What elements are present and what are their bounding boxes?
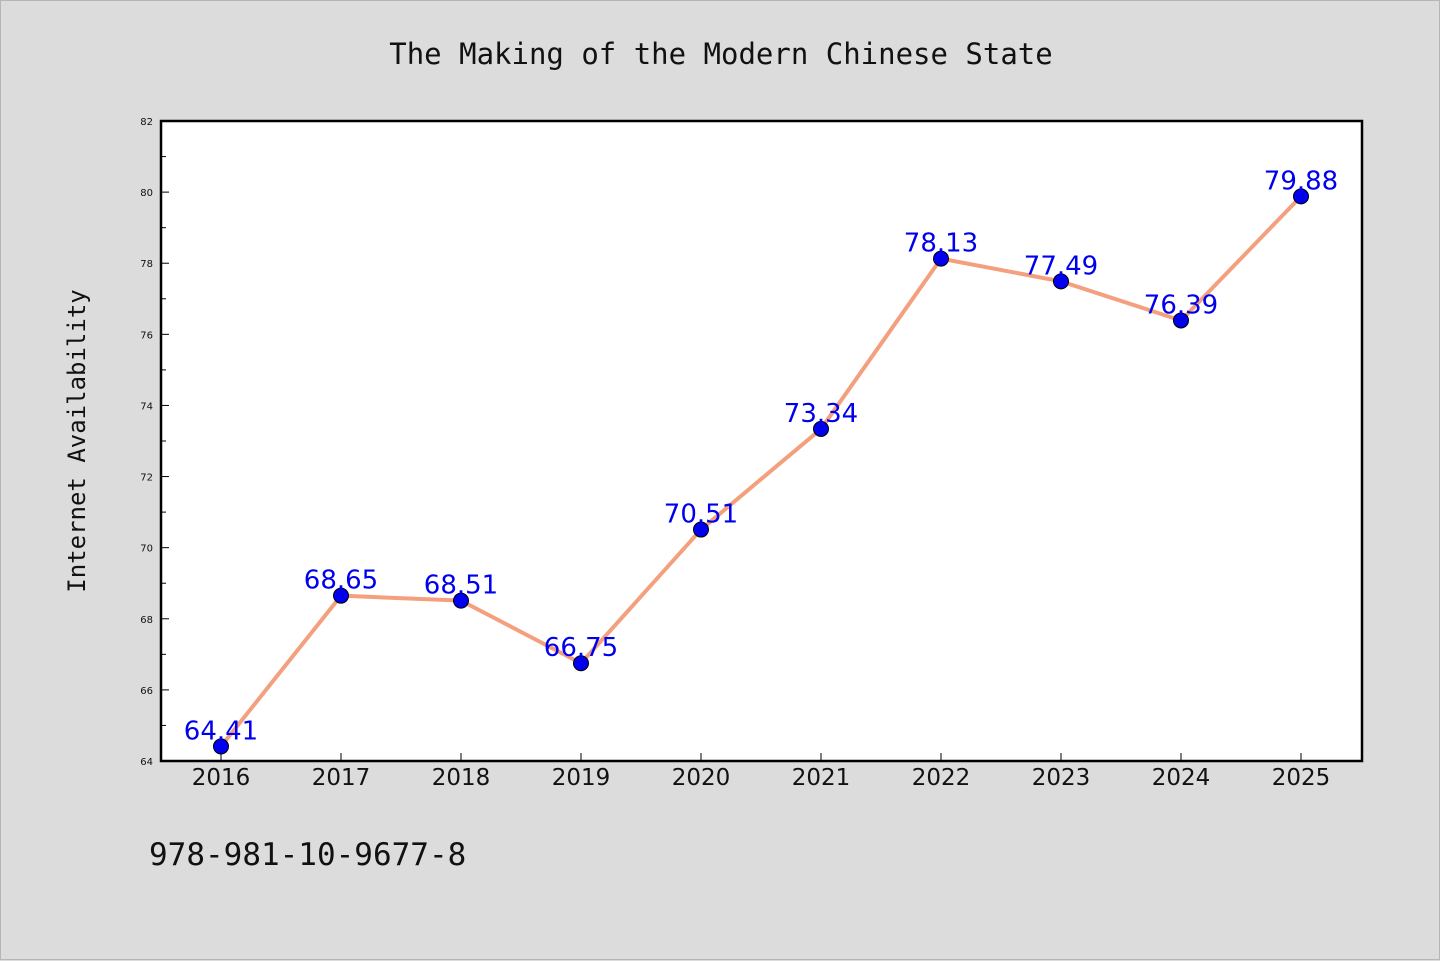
y-tick-label: 78 [140, 259, 153, 270]
footnote-isbn: 978-981-10-9677-8 [149, 837, 466, 873]
data-label-2024: 76.39 [1144, 290, 1218, 320]
data-label-2021: 73.34 [784, 399, 858, 429]
data-label-2018: 68.51 [424, 571, 498, 601]
data-label-2020: 70.51 [664, 500, 738, 530]
x-tick-label: 2016 [192, 765, 251, 791]
x-tick-label: 2025 [1272, 765, 1331, 791]
data-labels: 64.41 68.65 68.51 66.75 70.51 73.34 78.13 77.49… [184, 166, 1338, 746]
series-line [219, 194, 1303, 748]
chart-title: The Making of the Modern Chinese State [389, 37, 1052, 71]
y-tick-label: 64 [140, 757, 153, 768]
data-label-2019: 66.75 [544, 633, 618, 663]
data-label-2016: 64.41 [184, 716, 258, 746]
y-axis-label: Internet Availability [63, 289, 91, 592]
y-tick-label: 80 [140, 188, 153, 199]
data-point-2025 [1293, 188, 1309, 205]
data-point-2022 [933, 250, 949, 267]
plot-area [161, 121, 1362, 761]
data-points [213, 188, 1309, 755]
x-tick-label: 2021 [792, 765, 851, 791]
data-point-2021 [813, 420, 829, 437]
data-point-2016 [213, 738, 229, 755]
data-point-2024 [1173, 312, 1189, 329]
data-point-2020 [693, 521, 709, 538]
data-point-2018 [453, 592, 469, 609]
data-label-2017: 68.65 [304, 566, 378, 596]
x-tick-label: 2020 [672, 765, 731, 791]
data-point-2019 [573, 655, 589, 672]
y-tick-label: 66 [140, 686, 153, 697]
x-tick-label: 2022 [912, 765, 971, 791]
data-point-2023 [1053, 273, 1069, 290]
y-tick-label: 82 [140, 117, 153, 128]
data-label-2022: 78.13 [904, 229, 978, 259]
x-axis: 2016 2017 2018 2019 2020 2021 2022 2023 2024 2025 [192, 753, 1331, 791]
x-tick-label: 2017 [312, 765, 371, 791]
data-point-2017 [333, 587, 349, 604]
y-tick-label: 74 [140, 401, 153, 412]
x-tick-label: 2019 [552, 765, 611, 791]
y-axis: 64 66 68 70 72 74 76 78 80 82 [140, 117, 169, 768]
data-label-2023: 77.49 [1024, 251, 1098, 281]
y-tick-label: 70 [140, 544, 153, 555]
data-label-2025: 79.88 [1264, 166, 1338, 196]
x-tick-label: 2024 [1152, 765, 1211, 791]
plot-border [159, 119, 1364, 763]
x-tick-label: 2023 [1032, 765, 1091, 791]
x-tick-label: 2018 [432, 765, 491, 791]
y-tick-label: 72 [140, 473, 153, 484]
y-tick-label: 76 [140, 330, 153, 341]
y-tick-label: 68 [140, 615, 153, 626]
